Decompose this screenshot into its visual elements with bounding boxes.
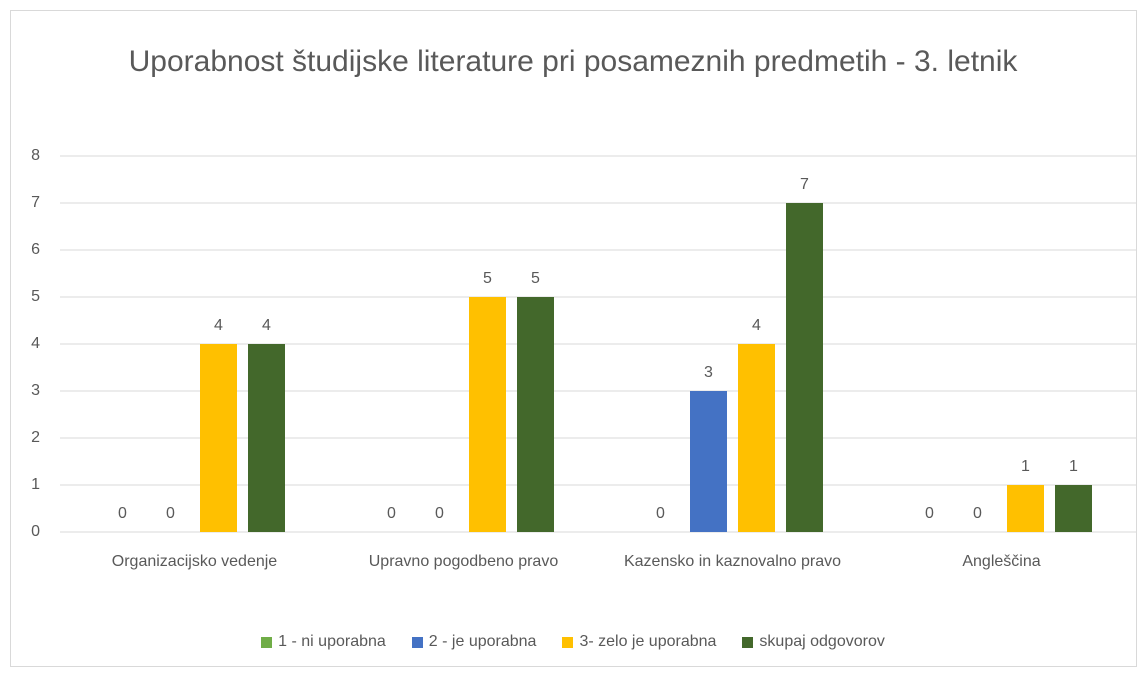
value-label: 5 (483, 270, 492, 287)
x-tick-label: Angleščina (962, 553, 1041, 570)
y-tick-label: 3 (31, 382, 40, 399)
value-label: 4 (214, 317, 223, 334)
value-label: 4 (752, 317, 761, 334)
legend-label: 2 - je uporabna (428, 633, 537, 650)
legend-swatch (562, 636, 574, 648)
value-label: 0 (166, 505, 175, 522)
y-tick-label: 0 (31, 523, 40, 540)
legend-item: 2 - je uporabna (411, 633, 537, 651)
value-label: 0 (435, 505, 444, 522)
x-tick-label: Kazensko in kaznovalno pravo (623, 553, 842, 570)
legend-item: 1 - ni uporabna (261, 633, 386, 651)
legend-item: skupaj odgovorov (742, 633, 885, 651)
chart-title: Uporabnost študijske literature pri posa… (128, 45, 1018, 78)
legend-swatch (261, 636, 273, 648)
y-tick-label: 4 (31, 335, 40, 352)
value-label: 1 (1021, 458, 1030, 475)
bar (469, 297, 506, 532)
legend-label: 1 - ni uporabna (278, 633, 386, 650)
x-tick-label: Upravno pogodbeno pravo (368, 553, 559, 570)
y-tick-label: 5 (31, 288, 40, 305)
legend-swatch (411, 636, 423, 648)
legend: 1 - ni uporabna 2 - je uporabna 3- zelo je… (10, 633, 1136, 651)
value-label: 0 (656, 505, 665, 522)
bar (738, 344, 775, 532)
bar (248, 344, 285, 532)
bar (1007, 485, 1044, 532)
legend-label: skupaj odgovorov (759, 633, 885, 650)
legend-label: 3- zelo je uporabna (579, 633, 717, 650)
value-label: 0 (973, 505, 982, 522)
y-tick-label: 8 (31, 147, 40, 164)
bar (517, 297, 554, 532)
value-label: 4 (262, 317, 271, 334)
bar (200, 344, 237, 532)
legend-swatch (742, 636, 754, 648)
value-label: 5 (531, 270, 540, 287)
value-label: 3 (704, 364, 713, 381)
x-tick-label: Organizacijsko vedenje (111, 553, 278, 570)
chart-border (10, 10, 1137, 667)
value-label: 0 (387, 505, 396, 522)
y-tick-label: 6 (31, 241, 40, 258)
bar (1055, 485, 1092, 532)
value-label: 1 (1069, 458, 1078, 475)
value-label: 7 (800, 176, 809, 193)
bar (786, 203, 823, 532)
y-tick-label: 1 (31, 476, 40, 493)
y-tick-label: 7 (31, 194, 40, 211)
y-tick-label: 2 (31, 429, 40, 446)
legend-item: 3- zelo je uporabna (562, 633, 716, 651)
bar (690, 391, 727, 532)
value-label: 0 (118, 505, 127, 522)
value-label: 0 (925, 505, 934, 522)
